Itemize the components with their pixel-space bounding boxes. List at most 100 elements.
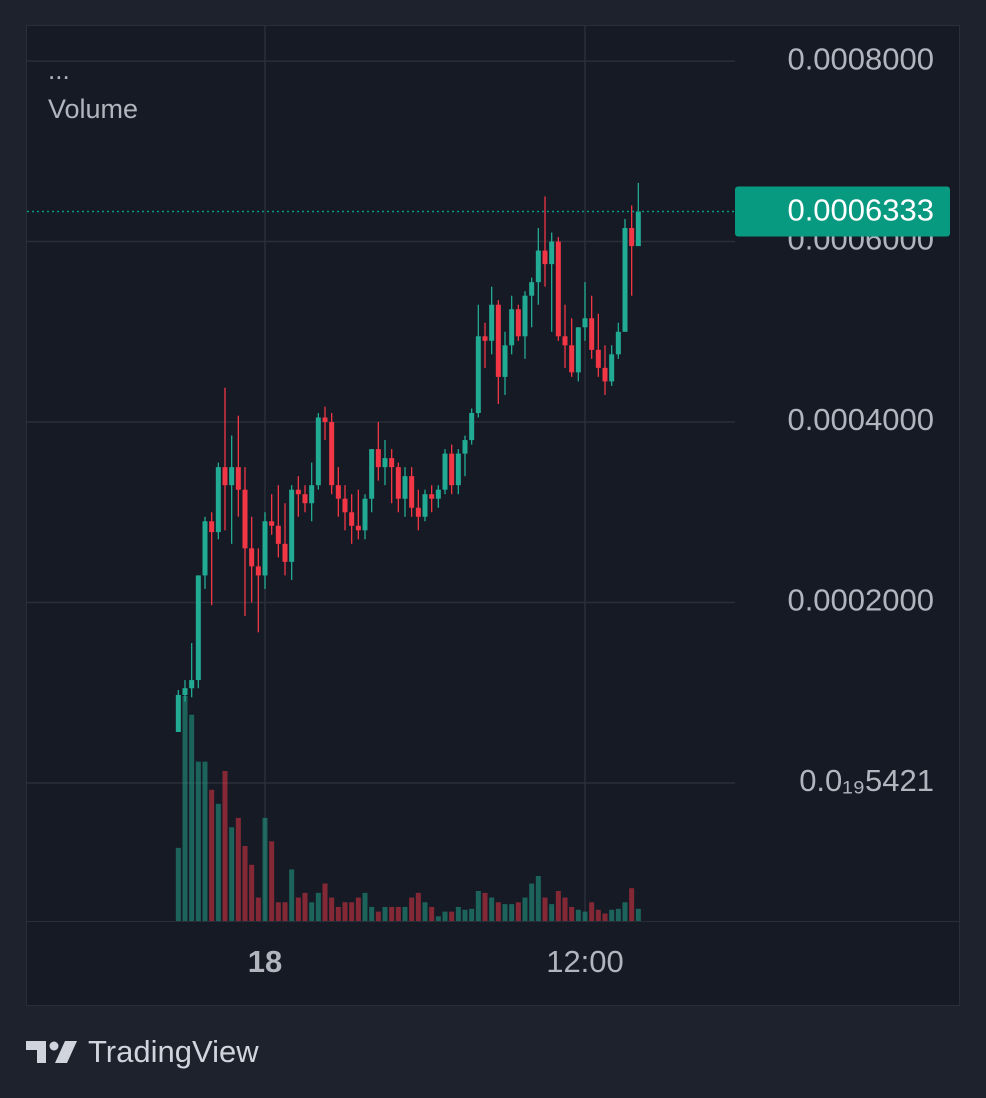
- candle-body: [535, 250, 541, 283]
- volume-bar: [382, 906, 388, 921]
- candle-body: [609, 354, 615, 382]
- volume-bar: [242, 846, 248, 921]
- volume-bar: [615, 908, 621, 921]
- candle-body: [595, 349, 601, 368]
- volume-bar: [262, 817, 268, 921]
- candle-body: [615, 331, 621, 355]
- candle-body: [515, 309, 521, 337]
- candle-body: [495, 304, 501, 377]
- volume-bar: [309, 902, 315, 921]
- volume-bar: [302, 892, 308, 921]
- volume-bar: [482, 892, 488, 921]
- candle-body: [349, 512, 355, 526]
- candle-body: [482, 336, 488, 341]
- volume-bar: [182, 696, 188, 921]
- volume-bar: [389, 906, 395, 921]
- volume-bar: [475, 891, 481, 921]
- candle-body: [569, 345, 575, 373]
- volume-bar: [602, 913, 608, 921]
- candle-body: [509, 309, 515, 346]
- candle-body: [402, 476, 408, 499]
- volume-bar: [282, 902, 288, 921]
- candle-body: [309, 485, 315, 504]
- candle-body: [635, 211, 641, 247]
- chart-frame: [26, 25, 960, 1006]
- logo-part: [55, 1041, 77, 1063]
- candle-body: [489, 304, 495, 341]
- volume-bar: [222, 771, 228, 921]
- candle-body: [262, 521, 268, 576]
- candle-body: [315, 417, 321, 486]
- volume-bar: [409, 897, 415, 921]
- volume-bar: [349, 902, 355, 921]
- volume-bar: [275, 902, 281, 921]
- brand-logo: [26, 1041, 77, 1063]
- candle-body: [369, 449, 375, 499]
- volume-bar: [629, 888, 635, 921]
- volume-bar: [469, 908, 475, 921]
- candle-body: [462, 440, 468, 454]
- candle-body: [555, 241, 561, 337]
- volume-bar: [502, 904, 508, 921]
- volume-bar: [535, 876, 541, 921]
- candle-body: [435, 489, 441, 499]
- candle-body: [529, 282, 535, 296]
- x-tick-label: 18: [248, 944, 282, 979]
- volume-bar: [289, 869, 295, 921]
- candle-body: [455, 453, 461, 486]
- candle-body: [382, 458, 388, 468]
- volume-bar: [515, 902, 521, 921]
- volume-bar: [549, 904, 555, 921]
- last-price-box: [735, 186, 950, 237]
- candle-body: [195, 575, 201, 681]
- candle-body: [175, 694, 181, 732]
- candle-body: [215, 467, 221, 533]
- candle-body: [622, 228, 628, 332]
- volume-bar: [449, 911, 455, 921]
- logo-part: [49, 1041, 59, 1051]
- axes: 0.00080000.00060000.00040000.00020000.0₁…: [27, 41, 950, 979]
- volume-bar: [189, 714, 195, 921]
- candle-body: [502, 345, 508, 377]
- candle-body: [602, 367, 608, 382]
- candle-body: [375, 449, 381, 468]
- volume-bar: [209, 789, 215, 921]
- volume-bar: [255, 897, 261, 921]
- volume-bar: [329, 897, 335, 921]
- candle-body: [395, 467, 401, 499]
- candle-body: [275, 525, 281, 544]
- candle-body: [182, 688, 188, 695]
- candle-body: [355, 525, 361, 531]
- last-price-label: 0.0006333: [787, 193, 934, 228]
- volume-bar: [522, 897, 528, 921]
- volume-bar: [622, 902, 628, 921]
- volume-bar: [269, 841, 275, 921]
- candle-body: [202, 521, 208, 576]
- candle-body: [242, 489, 248, 549]
- candle-body: [582, 318, 588, 328]
- volume-bar: [489, 897, 495, 921]
- brand-name: TradingView: [88, 1034, 259, 1069]
- candle-body: [229, 467, 235, 486]
- candle-body: [629, 228, 635, 247]
- volume-bar: [355, 897, 361, 921]
- volume-bar: [462, 909, 468, 921]
- volume-bar: [455, 906, 461, 921]
- volume-bar: [435, 916, 441, 921]
- candle-body: [442, 453, 448, 490]
- candle-body: [189, 680, 195, 689]
- candle-body: [589, 318, 595, 350]
- candle-body: [475, 336, 481, 413]
- volume-bar: [322, 883, 328, 921]
- volume-bar: [509, 904, 515, 921]
- candle-body: [249, 548, 255, 567]
- candle-body: [342, 498, 348, 513]
- volume-bar: [229, 827, 235, 921]
- volume-pane: [175, 696, 641, 921]
- volume-bar: [529, 883, 535, 921]
- volume-label: Volume: [48, 94, 138, 124]
- candle-body: [549, 241, 555, 265]
- volume-bar: [575, 909, 581, 921]
- volume-bar: [569, 906, 575, 921]
